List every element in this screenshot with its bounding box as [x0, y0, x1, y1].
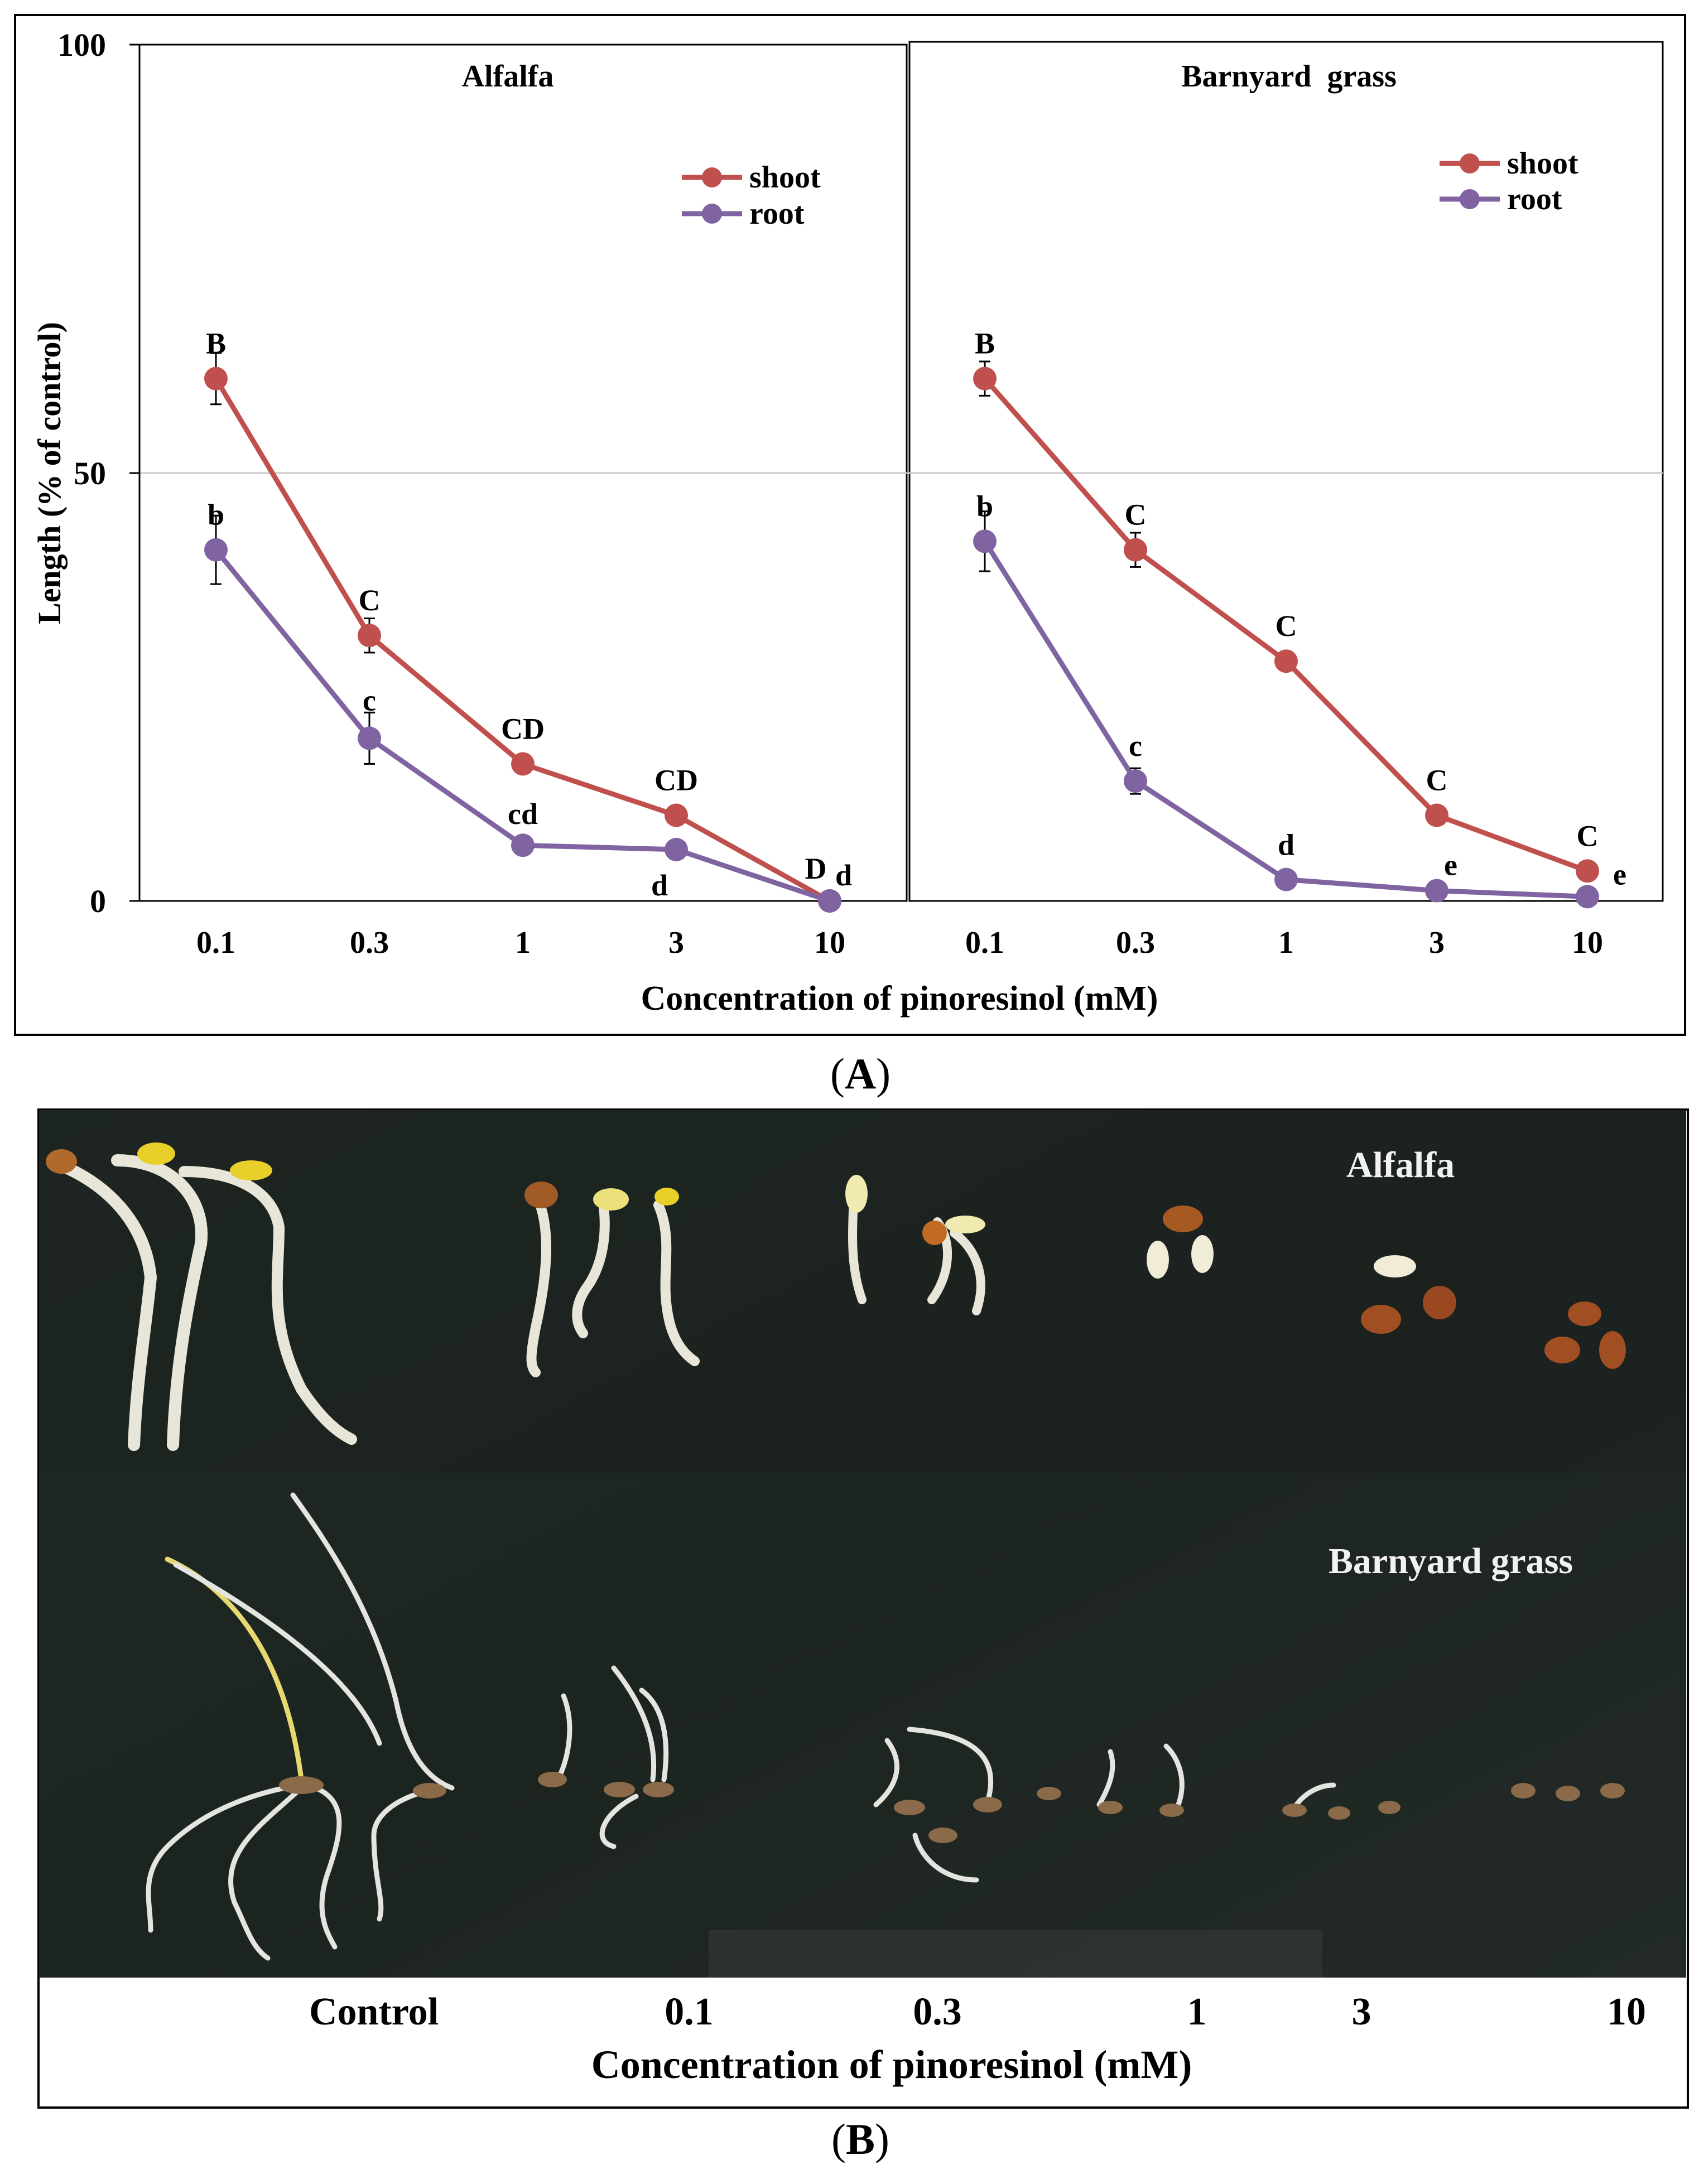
shoot-data-point	[204, 367, 228, 390]
y-tick-label-50: 50	[74, 455, 106, 491]
shoot-data-point	[1124, 538, 1147, 562]
barnyard-series-group: B C C C Cb c d e e	[973, 327, 1626, 909]
root-significance-label: b	[208, 498, 224, 532]
root-significance-label: d	[835, 859, 852, 892]
column-label-0-1: 0.1	[665, 1990, 714, 2033]
root-significance-label: c	[1129, 729, 1142, 763]
x-tick-label: 0.3	[1116, 925, 1155, 960]
y-axis-title: Length (% of control)	[31, 322, 68, 624]
shoot-data-point	[1274, 649, 1298, 673]
column-label-3: 3	[1351, 1990, 1371, 2033]
panel-b-letter: (B)	[831, 2115, 889, 2163]
root-significance-label: c	[363, 683, 376, 717]
photo-shadow-bottom	[709, 1930, 1322, 1978]
photo-label-alfalfa: Alfalfa	[1346, 1145, 1455, 1185]
alfalfa-seedlings	[50, 1154, 985, 1451]
shoot-significance-label: B	[975, 327, 995, 360]
alfalfa-x-ticks: 0.1 0.3 1 3 10	[196, 925, 845, 960]
legend-shoot-label: shoot	[1507, 146, 1578, 181]
shoot-data-point	[358, 624, 381, 648]
barnyard-legend: shoot root	[1440, 146, 1578, 216]
root-data-point	[511, 833, 535, 857]
panel-b-frame	[37, 1108, 1689, 2109]
panel-a-frame	[14, 14, 1686, 1036]
alfalfa-legend: shoot root	[682, 160, 821, 231]
photo-label-barnyard: Barnyard grass	[1329, 1541, 1573, 1582]
column-label-0-3: 0.3	[913, 1990, 962, 2033]
shoot-significance-label: B	[206, 327, 226, 360]
x-tick-label: 10	[814, 925, 845, 960]
legend-shoot-marker	[1460, 153, 1480, 173]
shoot-significance-label: C	[1426, 764, 1448, 797]
shoot-significance-label: C	[1125, 498, 1147, 532]
legend-shoot-label: shoot	[749, 160, 821, 195]
root-data-point	[1274, 867, 1298, 891]
x-tick-label: 3	[668, 925, 684, 960]
barnyard-seeds	[279, 1772, 1625, 1843]
shoot-data-point	[511, 752, 535, 776]
x-tick-label: 10	[1572, 925, 1603, 960]
legend-shoot-marker	[702, 167, 722, 187]
root-data-point	[204, 538, 228, 562]
barnyard-x-ticks: 0.1 0.3 1 3 10	[965, 925, 1603, 960]
barnyard-plot-frame	[908, 41, 1664, 902]
shoot-data-point	[1576, 859, 1599, 883]
root-data-point	[973, 529, 997, 553]
root-significance-label: e	[1613, 857, 1626, 891]
root-data-point	[665, 837, 688, 861]
shoot-data-point	[973, 367, 997, 390]
legend-root-label: root	[749, 196, 805, 231]
x-tick-label: 3	[1429, 925, 1445, 960]
legend-root-label: root	[1507, 182, 1562, 216]
alfalfa-plot-title: Alfalfa	[462, 59, 554, 94]
shoot-significance-label: C	[1276, 609, 1297, 643]
root-data-point	[1124, 769, 1147, 793]
shoot-data-point	[665, 803, 688, 827]
shoot-significance-label: D	[805, 852, 827, 885]
alfalfa-seeds	[46, 1142, 1626, 1369]
panel-b-x-axis-title: Concentration of pinoresinol (mM)	[591, 2042, 1192, 2087]
x-axis-title: Concentration of pinoresinol (mM)	[641, 980, 1158, 1018]
x-tick-label: 0.1	[196, 925, 235, 960]
barnyard-plot-title: Barnyard grass	[1181, 59, 1397, 94]
x-tick-label: 0.3	[350, 925, 389, 960]
root-significance-label: b	[976, 489, 993, 523]
y-tick-label-0: 0	[90, 883, 106, 919]
shoot-data-point	[1425, 803, 1448, 827]
barnyard-seedlings	[146, 1492, 1336, 1961]
x-tick-label: 0.1	[965, 925, 1004, 960]
alfalfa-series-group: B C CD CD Db c cd d d	[204, 327, 852, 913]
y-tick-label-100: 100	[57, 27, 106, 63]
root-significance-label: cd	[508, 797, 538, 831]
root-significance-label: d	[1278, 828, 1294, 862]
x-tick-label: 1	[515, 925, 531, 960]
panel-a-chart: 100 50 0 Length (% of control) Alfalfa B…	[14, 14, 1686, 1036]
shoot-significance-label: CD	[501, 712, 545, 745]
panel-b-labels: Control 0.1 0.3 1 3 10 Concentration of …	[39, 1978, 1686, 2106]
root-data-point	[358, 726, 381, 750]
column-label-10: 10	[1607, 1990, 1646, 2033]
panel-a-letter: (A)	[830, 1049, 891, 1098]
seedling-photo: Alfalfa Barnyard grass	[39, 1110, 1686, 1978]
shoot-significance-label: C	[359, 584, 381, 617]
root-significance-label: e	[1444, 848, 1457, 882]
root-data-point	[1425, 879, 1448, 903]
shoot-significance-label: C	[1577, 819, 1599, 852]
root-significance-label: d	[651, 869, 668, 902]
column-label-1: 1	[1187, 1990, 1207, 2033]
root-data-point	[1576, 885, 1599, 909]
seedling-photo-drawing: Alfalfa Barnyard grass	[39, 1110, 1686, 1978]
root-data-point	[818, 889, 841, 913]
legend-root-marker	[702, 204, 722, 224]
column-label-control: Control	[309, 1990, 439, 2033]
shoot-significance-label: CD	[654, 764, 698, 797]
legend-root-marker	[1460, 189, 1480, 209]
x-tick-label: 1	[1278, 925, 1294, 960]
